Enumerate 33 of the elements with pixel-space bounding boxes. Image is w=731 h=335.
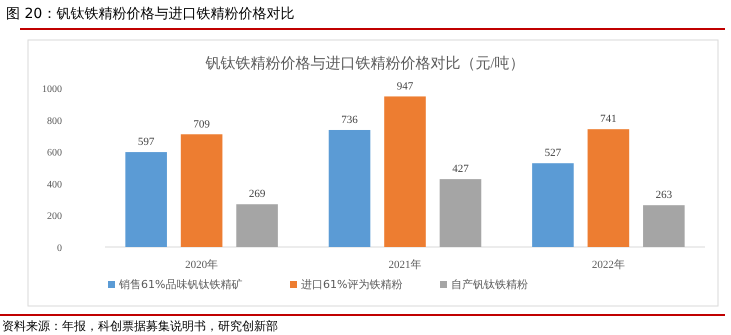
y-tick-label: 0 <box>57 243 62 254</box>
y-tick-label: 1000 <box>42 84 62 95</box>
data-label: 527 <box>544 147 562 160</box>
data-label: 597 <box>138 136 155 148</box>
y-tick-label: 200 <box>47 211 62 222</box>
legend-label: 自产钒钛铁精粉 <box>451 278 528 291</box>
bar <box>440 179 482 247</box>
data-label: 947 <box>396 80 414 92</box>
chart-title: 图 20：钒钛铁精粉价格与进口铁精粉价格对比 <box>6 6 294 22</box>
text: 资料来源：年报，科创票据募集说明书，研究创新部 <box>2 319 278 333</box>
chart-subtitle: 钒钛铁精粉价格与进口铁精粉价格对比（元/吨） <box>204 55 525 72</box>
bar <box>328 130 370 247</box>
bar <box>384 96 426 247</box>
data-label: 427 <box>452 163 470 176</box>
x-tick-label: 2021年 <box>388 259 422 271</box>
bar <box>532 163 574 247</box>
data-label: 269 <box>248 188 266 200</box>
bar <box>588 129 630 247</box>
legend-label: 进口61%评为铁精粉 <box>301 278 402 291</box>
data-label: 736 <box>341 114 358 126</box>
y-tick-label: 800 <box>47 116 62 127</box>
y-tick-label: 600 <box>47 148 62 159</box>
x-tick-label: 2022年 <box>592 259 625 271</box>
data-label: 741 <box>600 113 617 126</box>
legend-label: 销售61%品味钒钛铁精矿 <box>118 278 242 291</box>
bar <box>180 134 222 247</box>
bar <box>643 205 685 247</box>
y-tick-label: 400 <box>47 179 62 190</box>
x-tick-label: 2020年 <box>185 259 218 271</box>
bar <box>236 204 278 247</box>
data-label: 263 <box>656 189 673 202</box>
data-label: 709 <box>193 118 210 130</box>
bar <box>125 152 167 247</box>
